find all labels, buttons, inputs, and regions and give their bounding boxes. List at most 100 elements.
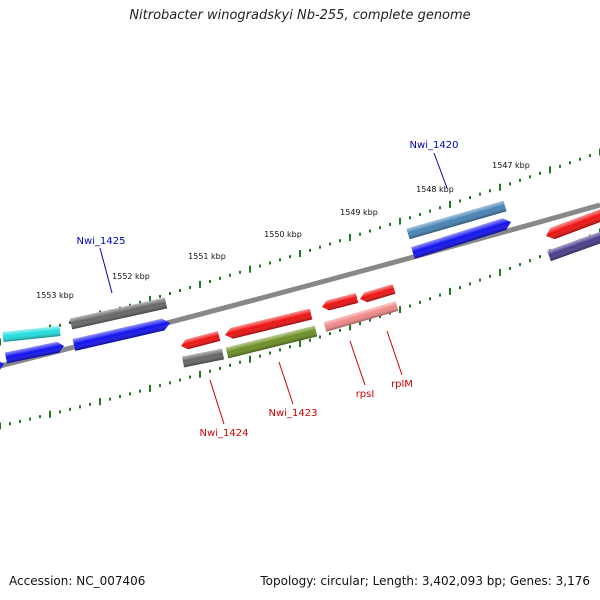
inner-tick <box>339 328 341 332</box>
gene-blue-edge-shade <box>0 359 5 372</box>
outer-tick <box>529 175 531 179</box>
gene-cyan-shade <box>2 326 61 342</box>
gene-red-4-shade <box>360 284 396 303</box>
outer-tick <box>479 192 481 196</box>
accession-text: Accession: NC_007406 <box>9 574 146 588</box>
gene-labels: Nwi_1425 Nwi_1420 Nwi_1424 Nwi_1423 rpsI rplM <box>77 140 459 439</box>
ruler-label: 1551 kbp <box>188 252 226 261</box>
inner-tick <box>459 286 461 290</box>
inner-tick <box>0 422 1 430</box>
inner-tick <box>289 345 291 349</box>
outer-tick <box>159 294 161 298</box>
inner-tick <box>499 268 501 276</box>
outer-tick <box>329 242 331 246</box>
ruler-label: 1548 kbp <box>416 185 454 194</box>
gene-label: Nwi_1423 <box>269 408 318 419</box>
outer-tick <box>569 161 571 165</box>
ruler-label: 1549 kbp <box>340 208 378 217</box>
outer-tick <box>139 300 141 304</box>
outer-tick <box>259 264 261 268</box>
inner-tick <box>179 378 181 382</box>
inner-tick <box>189 375 191 379</box>
inner-tick <box>139 389 141 393</box>
inner-tick <box>319 335 321 339</box>
outer-tick <box>59 323 61 327</box>
gene-blue-1-shade <box>4 341 64 364</box>
inner-tick <box>19 419 21 423</box>
gene-blue-3 <box>411 218 512 259</box>
outer-tick <box>69 321 71 325</box>
outer-tick <box>339 239 341 243</box>
inner-tick <box>119 394 121 398</box>
outer-tick <box>179 288 181 292</box>
gene-gray-2-shade <box>181 348 225 368</box>
gene-label: Nwi_1424 <box>200 428 249 439</box>
inner-tick <box>279 348 281 352</box>
inner-tick <box>489 274 491 278</box>
gene-blue-2-shade <box>72 318 171 351</box>
outer-tick <box>589 154 591 158</box>
ruler-label: 1550 kbp <box>264 230 302 239</box>
inner-tick <box>109 397 111 401</box>
inner-tick <box>89 402 91 406</box>
outer-tick <box>469 196 471 200</box>
outer-tick <box>189 285 191 289</box>
outer-tick <box>489 189 491 193</box>
outer-tick <box>199 280 201 288</box>
outer-tick <box>229 273 231 277</box>
gene-gray-1 <box>69 297 168 330</box>
outer-tick <box>439 206 441 210</box>
outer-tick <box>519 178 521 182</box>
gene-blue-1 <box>4 341 64 364</box>
ruler-label: 1553 kbp <box>36 291 74 300</box>
gene-red-3-shade <box>321 293 359 311</box>
inner-tick <box>269 351 271 355</box>
inner-tick <box>299 340 301 347</box>
gene-blue-3-shade <box>411 218 512 259</box>
inner-tick <box>169 381 171 385</box>
leader-line <box>99 247 113 294</box>
outer-tick <box>169 291 171 295</box>
outer-tick <box>429 209 431 213</box>
outer-tick-ring <box>0 148 600 346</box>
outer-tick <box>359 232 361 236</box>
gene-red-2-shade <box>224 308 313 339</box>
outer-tick <box>399 217 401 225</box>
gene-red-1-shade <box>180 331 221 350</box>
gene-red-2 <box>224 308 313 339</box>
leader-line <box>433 152 448 189</box>
outer-tick <box>509 182 511 186</box>
gene-steelblue-shade <box>406 200 507 240</box>
inner-tick <box>149 384 151 392</box>
outer-tick <box>409 216 411 220</box>
gene-blue-edge <box>0 359 5 372</box>
inner-tick <box>419 300 421 304</box>
outer-tick <box>419 212 421 216</box>
outer-tick <box>219 276 221 280</box>
outer-tick <box>0 338 1 346</box>
outer-tick <box>129 303 131 307</box>
outer-tick <box>239 270 241 274</box>
gene-red-4 <box>360 284 396 303</box>
gene-red-1 <box>180 331 221 350</box>
outer-tick <box>249 265 251 273</box>
inner-tick <box>329 332 331 336</box>
inner-tick <box>249 355 251 363</box>
gene-olive-shade <box>225 325 318 359</box>
gene-label: Nwi_1420 <box>410 140 459 151</box>
gene-slate-shade <box>547 228 600 262</box>
gene-gray-2 <box>181 348 225 368</box>
outer-tick <box>389 222 391 226</box>
outer-tick <box>309 248 311 252</box>
inner-tick <box>479 278 481 282</box>
outer-tick <box>539 171 541 175</box>
gene-red-3 <box>321 293 359 311</box>
inner-tick <box>239 360 241 364</box>
outer-tick <box>349 233 351 241</box>
inner-tick <box>29 417 31 421</box>
inner-tick <box>309 338 311 342</box>
gene-label: rpsI <box>356 389 375 400</box>
inner-tick <box>469 282 471 286</box>
outer-tick <box>379 226 381 230</box>
